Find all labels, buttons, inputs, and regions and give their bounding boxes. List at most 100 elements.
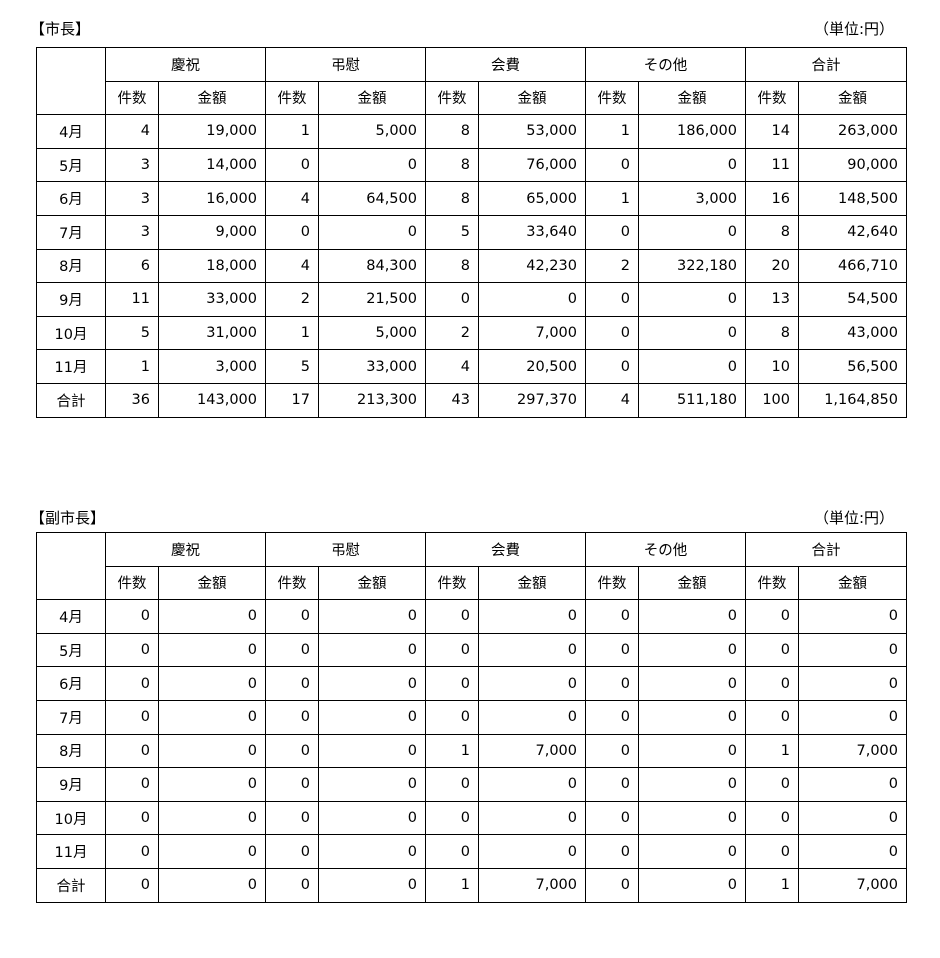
count-cell: 0	[585, 733, 639, 769]
row-label: 合計	[36, 867, 106, 903]
amount-cell: 43,000	[798, 315, 907, 351]
count-cell: 100	[745, 382, 799, 418]
amount-cell: 33,000	[318, 349, 426, 384]
count-cell: 0	[425, 699, 479, 735]
count-cell: 0	[425, 632, 479, 668]
amount-cell: 14,000	[158, 147, 266, 183]
corner-cell	[36, 531, 106, 601]
amount-header: 金額	[638, 80, 746, 116]
amount-cell: 148,500	[798, 181, 907, 216]
amount-header: 金額	[158, 565, 266, 601]
amount-cell: 0	[318, 214, 426, 250]
count-cell: 0	[105, 867, 159, 903]
count-cell: 2	[265, 282, 319, 317]
group-header: 弔慰	[265, 47, 426, 82]
count-header: 件数	[105, 565, 159, 601]
amount-cell: 84,300	[318, 248, 426, 284]
count-header: 件数	[745, 80, 799, 116]
mayor-table: 慶祝 弔慰 会費 その他 合計 件数 金額 件数 金額 件数 金額 件数 金額 件数 金額 4月 4 19,000…	[36, 46, 907, 418]
amount-cell: 64,500	[318, 181, 426, 216]
amount-cell: 0	[638, 800, 746, 836]
table-row: 5月 0 0 0 0 0 0 0 0 0 0	[36, 632, 907, 668]
amount-cell: 65,000	[478, 181, 586, 216]
amount-cell: 0	[478, 632, 586, 668]
amount-cell: 0	[638, 666, 746, 701]
amount-cell: 0	[638, 632, 746, 668]
amount-cell: 0	[318, 599, 426, 634]
count-cell: 10	[745, 349, 799, 384]
table-row: 5月 3 14,000 0 0 8 76,000 0 0 11 90,000	[36, 147, 907, 183]
amount-cell: 0	[798, 699, 907, 735]
row-label: 6月	[36, 666, 106, 701]
amount-cell: 0	[638, 147, 746, 183]
count-cell: 0	[745, 632, 799, 668]
amount-cell: 3,000	[158, 349, 266, 384]
count-cell: 2	[585, 248, 639, 284]
amount-header: 金額	[478, 80, 586, 116]
row-label: 8月	[36, 733, 106, 769]
subheader-row: 件数 金額 件数 金額 件数 金額 件数 金額 件数 金額	[37, 565, 907, 601]
group-header: その他	[585, 532, 746, 567]
amount-cell: 33,000	[158, 282, 266, 317]
count-header: 件数	[425, 80, 479, 116]
amount-cell: 0	[158, 699, 266, 735]
amount-cell: 9,000	[158, 214, 266, 250]
row-label: 10月	[36, 800, 106, 836]
count-cell: 0	[265, 867, 319, 903]
row-label: 8月	[36, 248, 106, 284]
amount-cell: 7,000	[478, 315, 586, 351]
amount-cell: 0	[158, 800, 266, 836]
count-cell: 14	[745, 114, 799, 149]
amount-cell: 466,710	[798, 248, 907, 284]
count-cell: 4	[425, 349, 479, 384]
count-cell: 0	[425, 282, 479, 317]
count-cell: 0	[585, 834, 639, 869]
amount-header: 金額	[798, 565, 907, 601]
amount-cell: 0	[318, 147, 426, 183]
table-row: 4月 4 19,000 1 5,000 8 53,000 1 186,000 14 263,000	[36, 114, 907, 149]
row-label: 9月	[36, 282, 106, 317]
amount-cell: 18,000	[158, 248, 266, 284]
amount-cell: 0	[638, 315, 746, 351]
count-cell: 8	[745, 315, 799, 351]
count-header: 件数	[265, 565, 319, 601]
amount-cell: 5,000	[318, 315, 426, 351]
row-label: 4月	[36, 599, 106, 634]
section-title: 【市長】	[30, 20, 91, 38]
count-cell: 0	[265, 800, 319, 836]
count-cell: 0	[105, 666, 159, 701]
count-cell: 3	[105, 147, 159, 183]
amount-cell: 0	[798, 666, 907, 701]
count-cell: 4	[105, 114, 159, 149]
amount-cell: 0	[318, 666, 426, 701]
count-cell: 3	[105, 214, 159, 250]
amount-cell: 7,000	[478, 733, 586, 769]
count-cell: 3	[105, 181, 159, 216]
count-cell: 0	[745, 767, 799, 802]
amount-cell: 5,000	[318, 114, 426, 149]
row-label: 11月	[36, 349, 106, 384]
count-cell: 0	[585, 315, 639, 351]
count-cell: 36	[105, 382, 159, 418]
count-header: 件数	[265, 80, 319, 116]
count-cell: 5	[425, 214, 479, 250]
amount-cell: 16,000	[158, 181, 266, 216]
subheader-row: 件数 金額 件数 金額 件数 金額 件数 金額 件数 金額	[37, 80, 907, 116]
count-cell: 1	[265, 114, 319, 149]
table-row: 合計 0 0 0 0 1 7,000 0 0 1 7,000	[36, 867, 907, 903]
count-cell: 0	[265, 767, 319, 802]
count-cell: 1	[745, 867, 799, 903]
amount-cell: 0	[638, 214, 746, 250]
count-cell: 1	[425, 733, 479, 769]
amount-cell: 54,500	[798, 282, 907, 317]
amount-cell: 7,000	[798, 867, 907, 903]
amount-cell: 0	[638, 867, 746, 903]
unit-label: （単位:円）	[813, 509, 894, 527]
row-label: 9月	[36, 767, 106, 802]
row-label: 合計	[36, 382, 106, 418]
amount-cell: 0	[478, 834, 586, 869]
count-cell: 1	[105, 349, 159, 384]
amount-cell: 21,500	[318, 282, 426, 317]
count-cell: 0	[585, 599, 639, 634]
amount-cell: 0	[798, 800, 907, 836]
